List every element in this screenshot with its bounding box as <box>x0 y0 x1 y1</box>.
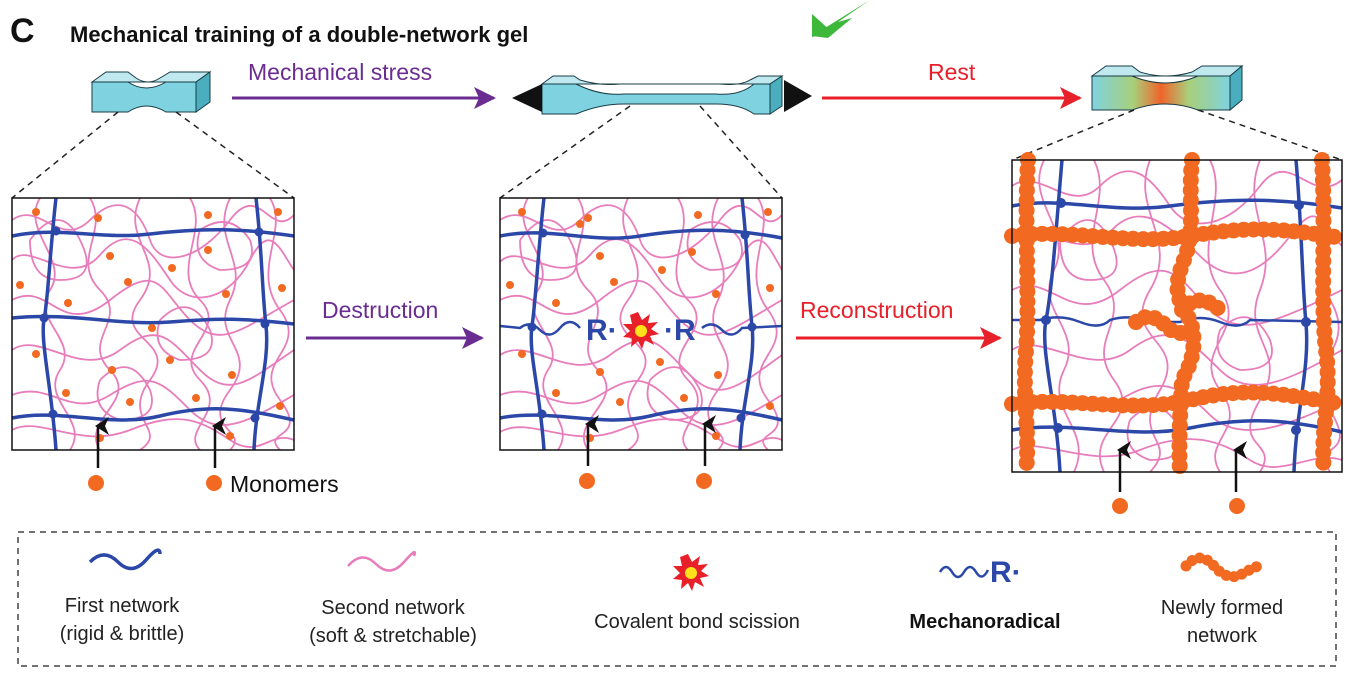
destruction-label: Destruction <box>322 297 438 323</box>
legend-box <box>17 531 1337 667</box>
legend-bond-scission-line1: Covalent bond scission <box>594 611 800 633</box>
mechanoradical-right: ·R <box>664 314 696 347</box>
monomer-dots <box>16 208 286 442</box>
mechanical-stress-label: Mechanical stress <box>248 59 432 85</box>
network-box-initial <box>11 197 295 451</box>
monomer-feed-arrows-1 <box>88 417 226 491</box>
mechanoradical-legend-glyph: R· <box>990 556 1022 589</box>
network-box-reconstructed <box>1004 152 1349 480</box>
legend-second-network-line1: Second network <box>321 597 465 619</box>
new-network-swatch-icon <box>1180 552 1266 583</box>
panel-title: Mechanical training of a double-network … <box>70 22 528 47</box>
panel-letter: C <box>10 12 35 50</box>
monomer-feed-arrows-2 <box>579 415 716 489</box>
starburst-icon <box>623 312 659 349</box>
rest-label: Rest <box>928 59 976 85</box>
monomer-feed-arrows-3 <box>1112 441 1247 514</box>
legend-new-network-line2: network <box>1187 625 1258 647</box>
legend-first-network-line1: First network <box>65 595 180 617</box>
monomers-label: Monomers <box>230 471 339 497</box>
legend-second-network-line2: (soft & stretchable) <box>309 625 477 647</box>
legend-bond-scission: Covalent bond scission <box>594 554 800 633</box>
mechanoradical-left: R· <box>586 314 618 347</box>
stretched-specimen-icon <box>512 75 812 115</box>
second-network-mesh-2 <box>499 197 783 451</box>
green-pointer-arrow-icon <box>812 0 870 38</box>
legend-mechanoradical-line1: Mechanoradical <box>909 611 1060 633</box>
trained-specimen-icon <box>1090 64 1244 112</box>
second-network-swatch-icon <box>347 550 417 572</box>
first-network-swatch-icon <box>88 548 162 571</box>
second-network-mesh <box>11 197 295 451</box>
network-box-damaged: R· ·R <box>499 197 783 451</box>
dog-bone-specimen-icon <box>90 71 212 113</box>
new-network-chains <box>1004 152 1349 480</box>
legend-first-network: First network (rigid & brittle) <box>60 548 184 645</box>
monomer-dots-2 <box>506 208 774 442</box>
legend-first-network-line2: (rigid & brittle) <box>60 623 184 645</box>
legend-second-network: Second network (soft & stretchable) <box>309 550 477 647</box>
starburst-legend-icon <box>673 554 709 591</box>
legend-new-network-line1: Newly formed <box>1161 597 1283 619</box>
legend-mechanoradical: R· Mechanoradical <box>909 556 1060 633</box>
zoom-lines <box>11 105 1343 199</box>
reconstruction-label: Reconstruction <box>800 297 953 323</box>
legend-new-network: Newly formed network <box>1161 552 1283 647</box>
